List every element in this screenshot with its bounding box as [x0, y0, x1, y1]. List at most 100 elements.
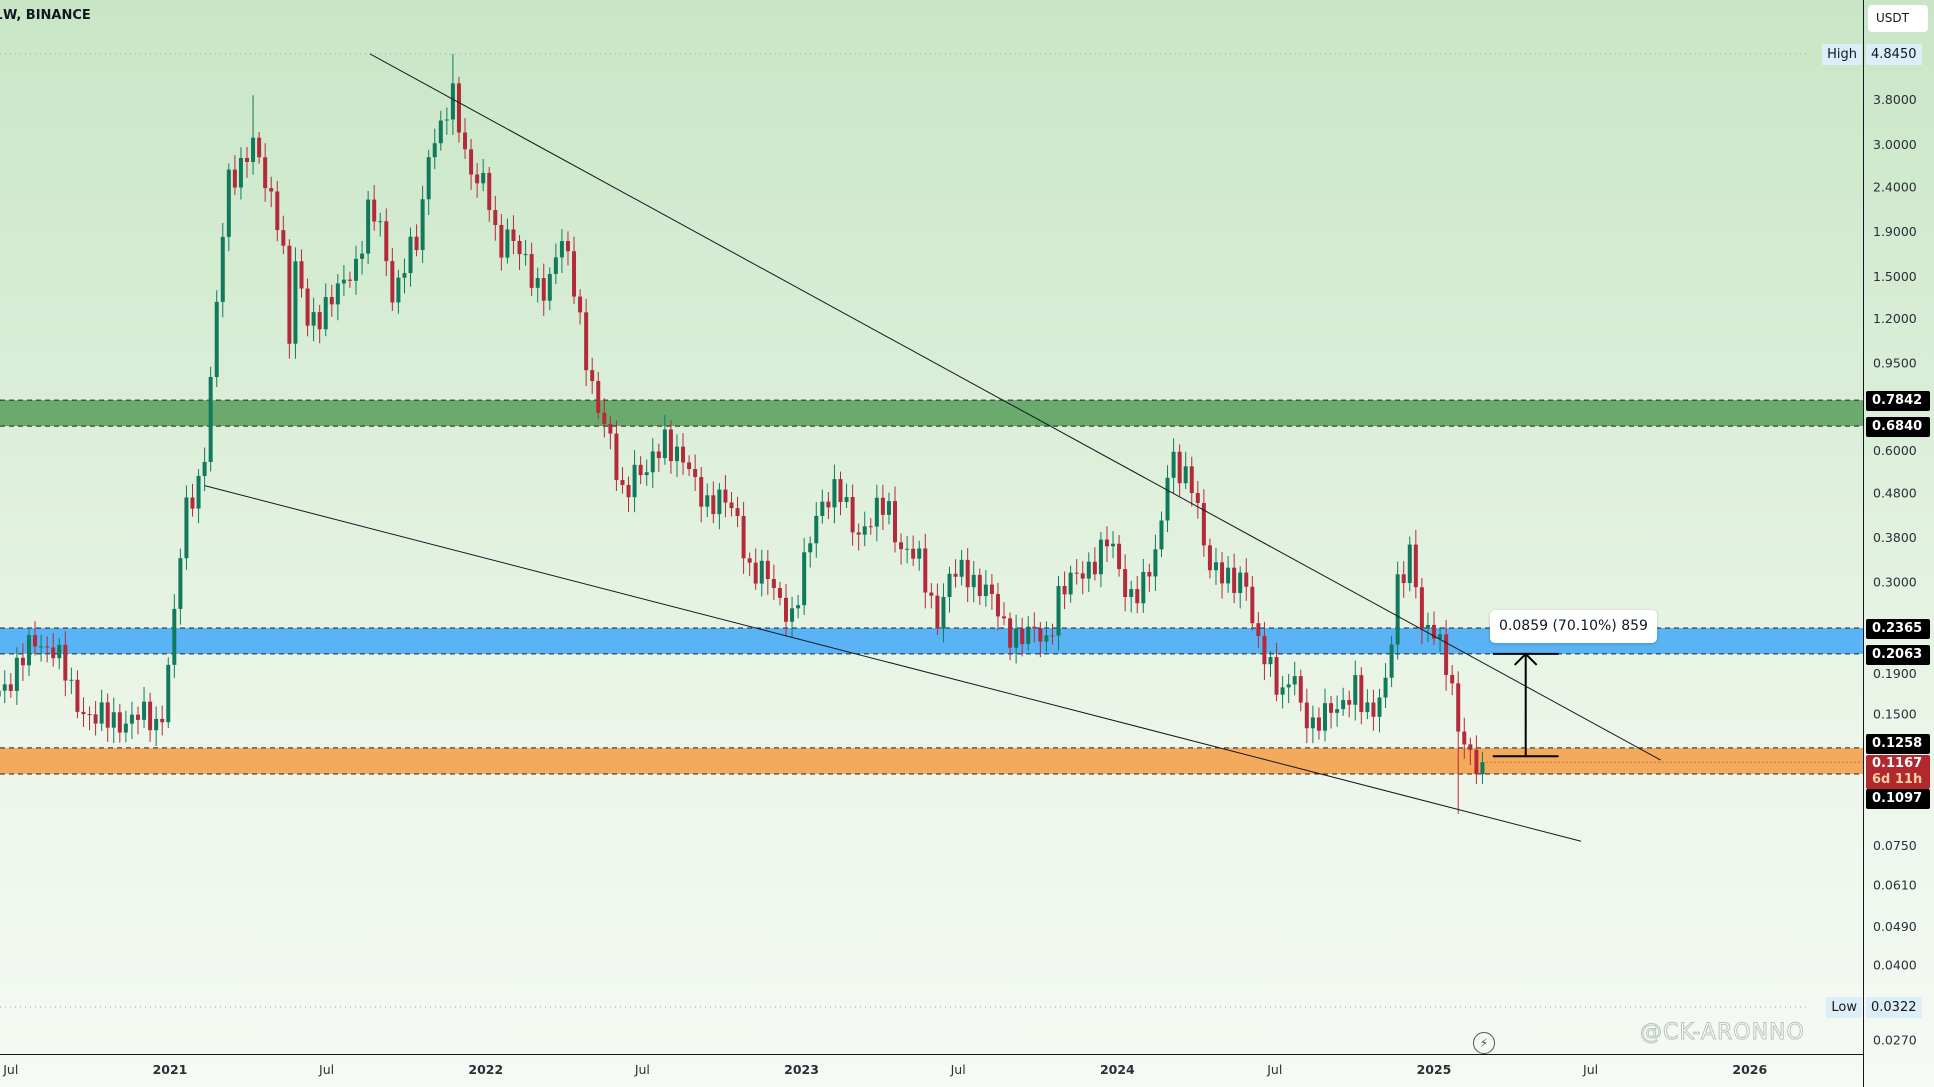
price-tick-label: 0.0490: [1873, 919, 1917, 934]
candle-body: [674, 446, 679, 462]
candle-body: [456, 83, 461, 133]
candle-body: [214, 301, 219, 377]
candle-body: [1329, 703, 1334, 713]
candle-body: [923, 548, 928, 593]
candle-body: [1280, 687, 1285, 695]
candle-body: [475, 174, 480, 184]
price-tick-label: 2.4000: [1873, 179, 1917, 194]
candle-body: [705, 495, 710, 507]
candle-body: [20, 657, 25, 666]
candle-body: [202, 461, 207, 476]
candle-body: [317, 312, 322, 330]
candle-body: [263, 157, 268, 189]
candle-body: [820, 501, 825, 516]
candle-body: [63, 644, 68, 681]
price-tick-label: 3.0000: [1873, 137, 1917, 152]
candle-body: [983, 584, 988, 597]
currency-button[interactable]: USDT: [1868, 5, 1928, 32]
price-tick-label: 0.9500: [1873, 356, 1917, 371]
candle-body: [693, 468, 698, 477]
candle-body: [220, 236, 225, 302]
candle-body: [311, 312, 316, 326]
candle-body: [729, 502, 734, 509]
candle-body: [971, 574, 976, 588]
lightning-icon[interactable]: ⚡: [1473, 1032, 1495, 1054]
time-tick-label: Jul: [950, 1062, 966, 1077]
candle-body: [917, 548, 922, 559]
price-tick-label: 3.8000: [1873, 92, 1917, 107]
candle-body: [0, 690, 1, 697]
price-tick-label: 0.1900: [1873, 666, 1917, 681]
watermark: @CK-ARONNO: [1640, 1020, 1805, 1046]
candle-body: [844, 496, 849, 503]
candle-body: [1286, 684, 1291, 688]
candle-body: [1062, 586, 1067, 595]
candle-body: [26, 635, 31, 666]
candle-body: [759, 560, 764, 584]
candle-body: [783, 597, 788, 622]
candle-body: [251, 137, 256, 162]
candle-body: [620, 480, 625, 485]
candle-body: [638, 464, 643, 476]
candle-body: [1159, 520, 1164, 550]
high-value: 4.8450: [1866, 44, 1922, 65]
arrow-head-icon: [1513, 652, 1538, 666]
candle-body: [1044, 635, 1049, 642]
candle-body: [1274, 657, 1279, 695]
time-tick-label: Jul: [1582, 1062, 1598, 1077]
candles: [0, 53, 1863, 814]
candle-body: [1432, 624, 1436, 639]
candle-body: [953, 573, 958, 577]
candle-body: [450, 83, 455, 120]
candle-body: [814, 515, 819, 544]
candle-body: [1092, 561, 1097, 575]
candle-body: [905, 548, 910, 550]
candle-body: [432, 143, 437, 158]
candle-body: [596, 381, 601, 413]
candle-body: [1002, 616, 1007, 619]
candle-body: [305, 288, 310, 326]
price-tick-label: 0.1500: [1873, 706, 1917, 721]
candle-body: [977, 574, 982, 597]
measure-tool: [1492, 652, 1559, 758]
candle-body: [1141, 571, 1146, 604]
price-tick-label: 0.0750: [1873, 838, 1917, 853]
time-tick-label: Jul: [1266, 1062, 1282, 1077]
candle-body: [499, 224, 504, 258]
zone-price-tag: 0.7842: [1866, 391, 1930, 411]
candle-body: [1074, 572, 1079, 574]
candle-body: [142, 701, 147, 720]
candle-body: [257, 137, 262, 158]
candle-body: [1238, 572, 1243, 593]
candle-body: [1111, 543, 1116, 547]
last-price-tag: 0.1167 6d 11h: [1866, 755, 1930, 789]
candle-body: [995, 594, 1000, 617]
candle-body: [1480, 762, 1485, 775]
price-tick-label: 1.2000: [1873, 311, 1917, 326]
measure-label: 0.0859 (70.10%) 859: [1490, 610, 1657, 643]
candle-body: [196, 475, 201, 509]
candle-body: [1304, 702, 1309, 729]
candle-body: [656, 451, 661, 459]
candle-body: [1177, 451, 1182, 484]
candle-body: [578, 296, 583, 313]
candle-body: [717, 489, 722, 515]
zone-price-tag: 0.2063: [1866, 645, 1930, 665]
resistance-zone: [0, 400, 1863, 427]
candle-body: [802, 552, 807, 606]
candle-body: [354, 258, 359, 281]
candle-body: [1316, 717, 1321, 731]
candle-body: [45, 646, 50, 648]
candle-body: [1298, 676, 1303, 703]
candle-body: [1395, 574, 1400, 645]
candle-body: [81, 711, 86, 715]
candle-body: [1195, 493, 1200, 503]
candle-body: [8, 684, 13, 691]
candle-body: [117, 712, 122, 733]
candle-body: [487, 172, 492, 211]
candle-body: [626, 484, 631, 498]
candle-body: [1226, 567, 1231, 584]
candle-body: [1444, 634, 1449, 675]
candle-body: [1468, 744, 1473, 750]
